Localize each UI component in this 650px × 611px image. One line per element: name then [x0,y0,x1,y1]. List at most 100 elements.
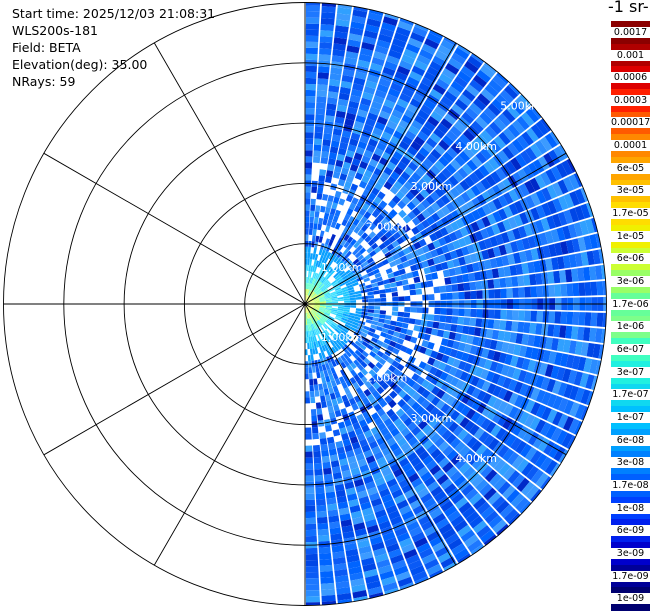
range-gate [452,292,458,299]
colorbar-tick-label: 1e-06 [611,321,650,332]
range-gate [305,409,310,415]
range-gate [373,313,380,317]
range-gate [385,315,392,320]
range-gate [305,385,309,391]
range-gate [319,426,326,433]
range-gate [323,133,332,140]
range-gate [386,311,392,316]
range-gate [319,547,331,554]
range-gate [567,312,574,325]
range-gate [428,287,435,294]
range-gate [396,281,403,287]
range-gate [306,584,320,590]
range-gate [310,397,315,403]
range-gate [379,289,386,294]
range-gate [506,310,513,320]
range-gate [306,24,319,30]
range-gate [535,273,542,285]
range-gate [306,108,315,114]
range-gate [308,247,311,253]
range-gate [313,373,317,379]
range-gate [506,288,513,298]
range-gate [325,425,332,432]
colorbar-tick-label: 0.00017 [611,117,650,128]
ring-label-upper-4: 4.00km [455,140,497,153]
range-gate [463,317,470,325]
range-gate [400,274,407,280]
ring-label-upper-5: 5.00km [500,100,542,113]
range-gate [314,145,322,152]
range-gate [305,367,308,373]
range-gate [380,306,386,310]
range-gate [306,476,314,482]
range-gate [311,247,314,253]
range-gate [311,199,316,205]
range-gate [469,282,476,291]
range-gate [567,283,574,296]
range-gate [395,276,402,282]
range-gate [321,157,329,164]
range-gate [306,578,319,584]
colorbar-tick-label: 6e-07 [611,344,650,355]
range-gate [305,186,311,192]
range-gate [315,396,320,403]
range-gate [338,301,344,303]
range-gate [316,230,321,237]
range-gate [306,566,319,572]
colorbar-tick-label: 0.0001 [611,140,650,151]
range-gate [446,293,452,300]
range-gate [368,295,374,299]
range-gate [311,409,317,415]
range-gate [367,291,373,295]
range-gate [306,506,316,512]
range-gate [319,175,326,182]
range-gate [494,289,501,298]
range-gate [494,310,501,319]
range-gate [523,322,530,333]
range-gate [500,310,507,320]
range-gate [322,194,328,201]
range-gate [325,394,331,401]
range-gate [416,295,422,301]
range-gate [311,415,317,421]
range-gate [326,170,333,177]
range-gate [306,42,318,48]
range-gate [529,274,536,285]
range-gate [326,201,332,208]
range-gate [322,456,330,463]
ppi-plot: 1.00km2.00km3.00km4.00km5.00km1.00km2.00… [0,0,608,610]
range-gate [305,349,308,355]
range-gate [415,319,422,325]
range-gate [452,308,458,315]
range-gate [317,378,322,385]
range-gate [305,428,311,434]
colorbar-tick-label: 1e-09 [611,593,650,604]
range-gate [531,311,538,322]
range-gate [431,272,438,279]
range-gate [317,193,323,200]
range-gate [305,192,310,198]
range-gate [314,217,319,224]
range-gate [416,313,423,319]
range-gate [374,294,380,298]
range-gate [378,318,385,323]
range-gate [431,328,438,335]
range-gate [488,310,495,319]
range-gate [309,223,313,229]
range-gate [317,84,328,91]
range-gate [410,307,416,313]
range-gate [306,72,317,78]
range-gate [338,305,344,307]
range-gate [413,325,420,332]
range-gate [306,524,317,530]
colorbar-tick-label: 3e-05 [611,185,650,196]
range-gate [350,297,356,300]
range-gate [318,72,329,79]
range-gate [310,211,315,217]
range-gate [307,337,309,343]
range-gate [403,318,410,324]
colorbar-tick-label: 6e-06 [611,253,650,264]
range-gate [307,259,310,265]
range-gate [458,283,465,291]
range-gate [306,560,318,566]
